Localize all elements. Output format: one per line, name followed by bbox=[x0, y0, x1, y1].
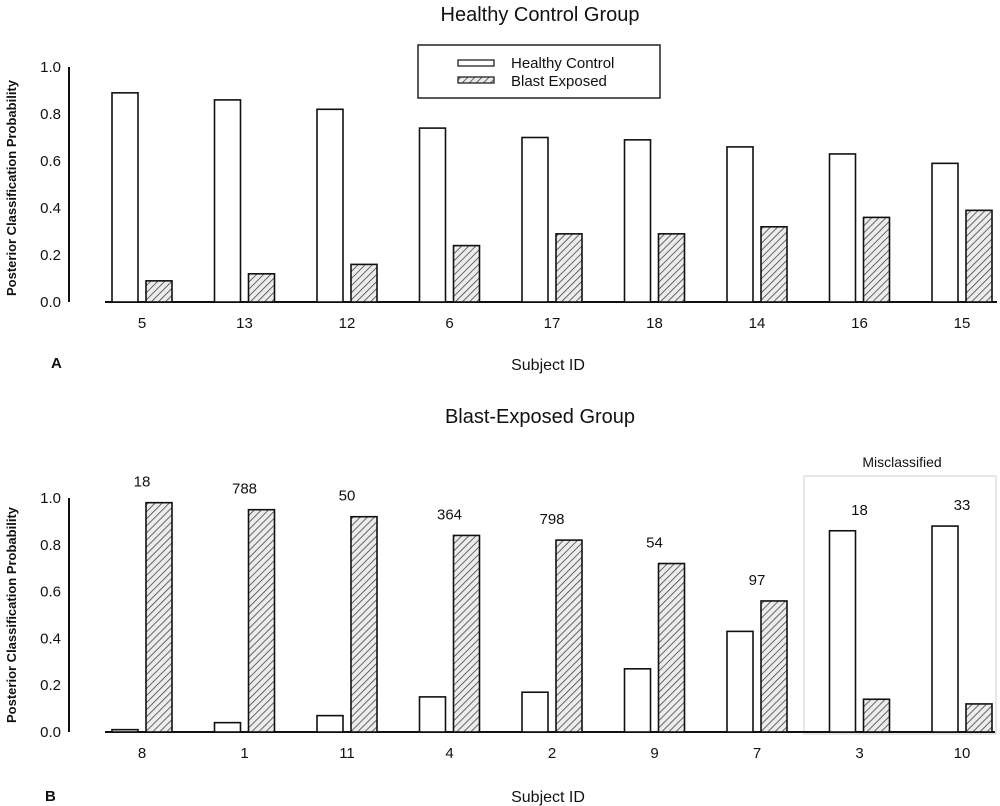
bar-blast-exposed bbox=[657, 233, 686, 303]
chart-a-panel-label: A bbox=[51, 355, 62, 372]
y-tick-label: 1.0 bbox=[40, 59, 61, 76]
chart-b-title: Blast-Exposed Group bbox=[445, 406, 635, 428]
y-tick-label: 0.0 bbox=[40, 724, 61, 741]
bar-annotation: 50 bbox=[339, 488, 356, 505]
y-tick-label: 0.6 bbox=[40, 584, 61, 601]
x-tick-label: 15 bbox=[954, 315, 971, 332]
bar-blast-exposed bbox=[760, 600, 788, 733]
bar-annotation: 97 bbox=[749, 572, 766, 589]
chart-a-xlabel: Subject ID bbox=[511, 357, 585, 374]
bar-annotation: 33 bbox=[954, 497, 971, 514]
bar-healthy-control bbox=[418, 127, 447, 303]
bar-healthy-control bbox=[418, 696, 447, 733]
x-tick-label: 2 bbox=[548, 745, 556, 762]
bar-healthy-control bbox=[316, 714, 344, 733]
x-tick-label: 5 bbox=[138, 315, 146, 332]
bar-healthy-control bbox=[521, 136, 549, 303]
y-tick-label: 0.2 bbox=[40, 247, 61, 264]
bar-healthy-control bbox=[316, 108, 344, 303]
bar-annotation: 54 bbox=[646, 535, 663, 552]
chart-b-panel-label: B bbox=[45, 788, 56, 805]
bar-blast-exposed bbox=[247, 508, 276, 733]
bar-healthy-control bbox=[213, 721, 242, 733]
bar-blast-exposed bbox=[965, 703, 993, 733]
legend-healthy-label: Healthy Control bbox=[511, 55, 614, 72]
bar-blast-exposed bbox=[555, 539, 583, 733]
bar-healthy-control bbox=[111, 92, 139, 303]
bar-healthy-control bbox=[931, 525, 959, 733]
y-tick-label: 0.2 bbox=[40, 677, 61, 694]
x-tick-label: 6 bbox=[445, 315, 453, 332]
bar-healthy-control bbox=[623, 139, 652, 303]
x-tick-label: 17 bbox=[544, 315, 561, 332]
x-tick-label: 16 bbox=[851, 315, 868, 332]
bar-healthy-control bbox=[213, 99, 242, 303]
y-tick-label: 1.0 bbox=[40, 490, 61, 507]
chart-a-plot: 0.0 0.2 0.4 0.6 0.8 1.0 5 13 12 6 17 18 14 16 15 bbox=[40, 59, 997, 332]
bar-healthy-control bbox=[111, 728, 139, 733]
bar-blast-exposed bbox=[965, 209, 993, 303]
y-tick-label: 0.0 bbox=[40, 294, 61, 311]
bar-blast-exposed bbox=[862, 698, 891, 733]
bar-healthy-control bbox=[623, 668, 652, 733]
legend-healthy-swatch bbox=[457, 59, 495, 67]
bar-blast-exposed bbox=[452, 244, 481, 303]
x-tick-label: 9 bbox=[650, 745, 658, 762]
misclassified-label: Misclassified bbox=[862, 454, 941, 470]
chart-b-ylabel: Posterior Classification Probability bbox=[4, 506, 19, 723]
bar-blast-exposed bbox=[350, 515, 378, 733]
x-tick-label: 3 bbox=[855, 745, 863, 762]
bar-annotation: 364 bbox=[437, 506, 462, 523]
bar-healthy-control bbox=[828, 529, 857, 733]
bar-healthy-control bbox=[521, 691, 549, 733]
x-tick-label: 4 bbox=[445, 745, 453, 762]
x-tick-label: 18 bbox=[646, 315, 663, 332]
chart-b-xlabel: Subject ID bbox=[511, 789, 585, 806]
legend-blast-label: Blast Exposed bbox=[511, 73, 607, 90]
bar-healthy-control bbox=[726, 630, 754, 733]
y-tick-label: 0.8 bbox=[40, 537, 61, 554]
x-tick-label: 11 bbox=[339, 745, 355, 762]
bar-blast-exposed bbox=[452, 534, 481, 733]
bar-healthy-control bbox=[931, 162, 959, 303]
legend-blast-swatch bbox=[457, 76, 495, 84]
x-tick-label: 1 bbox=[240, 745, 248, 762]
bar-healthy-control bbox=[726, 146, 754, 303]
chart-a-legend: Healthy Control Blast Exposed bbox=[417, 44, 661, 99]
x-tick-label: 10 bbox=[954, 745, 971, 762]
chart-a-ylabel: Posterior Classification Probability bbox=[4, 79, 19, 296]
bar-annotation: 798 bbox=[539, 511, 564, 528]
x-tick-label: 8 bbox=[138, 745, 146, 762]
bar-blast-exposed bbox=[247, 272, 276, 303]
bar-healthy-control bbox=[828, 153, 857, 303]
bar-blast-exposed bbox=[350, 263, 378, 303]
y-tick-label: 0.6 bbox=[40, 153, 61, 170]
bar-blast-exposed bbox=[657, 562, 686, 733]
bar-blast-exposed bbox=[862, 216, 891, 303]
bar-blast-exposed bbox=[145, 280, 173, 303]
chart-a-title: Healthy Control Group bbox=[441, 4, 640, 26]
x-tick-label: 14 bbox=[749, 315, 766, 332]
chart-b-plot: 0.0 0.2 0.4 0.6 0.8 1.0 8 18 1 788 11 50 4 364 2 798 9 54… bbox=[40, 474, 995, 762]
y-tick-label: 0.4 bbox=[40, 630, 61, 647]
misclassified-box: Misclassified bbox=[803, 454, 997, 735]
bar-blast-exposed bbox=[555, 233, 583, 303]
x-tick-label: 12 bbox=[339, 315, 356, 332]
bar-annotation: 18 bbox=[851, 502, 868, 519]
y-tick-label: 0.8 bbox=[40, 106, 61, 123]
x-tick-label: 7 bbox=[753, 745, 761, 762]
y-tick-label: 0.4 bbox=[40, 200, 61, 217]
x-tick-label: 13 bbox=[236, 315, 253, 332]
bar-blast-exposed bbox=[760, 226, 788, 303]
bar-annotation: 18 bbox=[134, 474, 151, 491]
bar-blast-exposed bbox=[145, 501, 173, 733]
bar-annotation: 788 bbox=[232, 481, 257, 498]
